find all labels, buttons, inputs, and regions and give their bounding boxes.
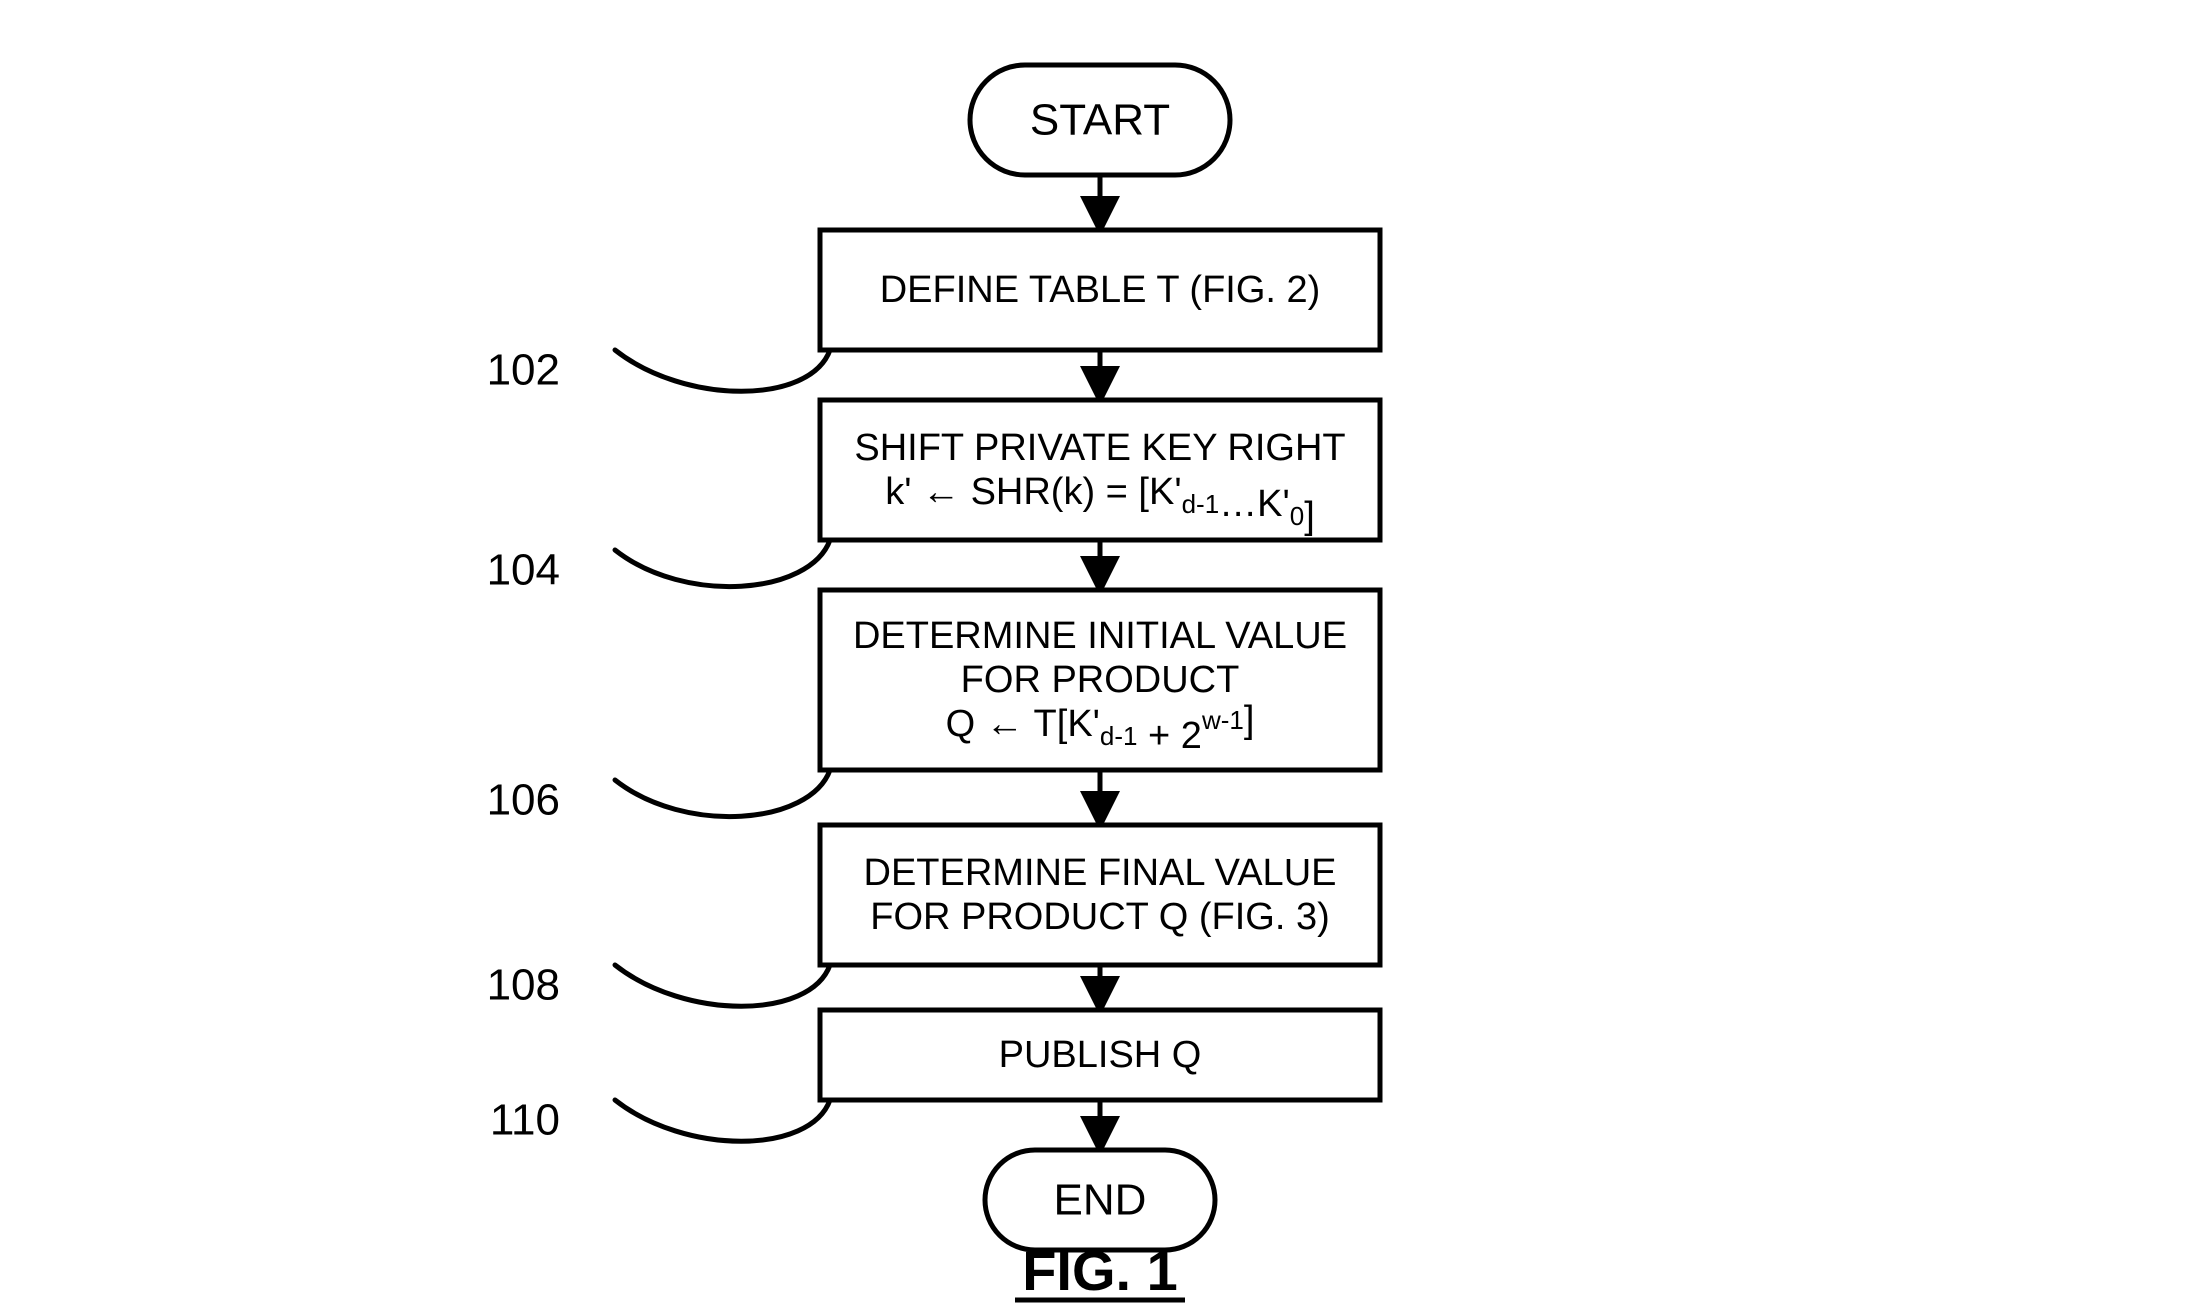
figure-label: FIG. 1 [1015,1239,1185,1302]
flowchart-fig-1: START DEFINE TABLE T (FIG. 2) SHIFT PRIVAT… [0,0,2186,1312]
terminator-label: START [1030,96,1170,145]
process-text-line: FOR PRODUCT Q (FIG. 3) [870,896,1330,938]
reference-numeral-104: 104 [487,546,560,595]
start-terminator: START [970,65,1230,175]
svg-text:FIG. 1: FIG. 1 [1022,1239,1178,1302]
leader-line [615,770,830,817]
process-text-line: DETERMINE INITIAL VALUE [853,615,1347,657]
end-terminator: END [985,1150,1215,1250]
reference-numeral-106: 106 [487,776,560,825]
reference-numeral-108: 108 [487,961,560,1010]
leader-line [615,1100,830,1141]
reference-numeral-102: 102 [487,346,560,395]
process-104: SHIFT PRIVATE KEY RIGHTk' ← SHR(k) = [K'… [615,400,1380,587]
process-text-line: SHIFT PRIVATE KEY RIGHT [854,427,1345,469]
process-text-line: FOR PRODUCT [961,659,1240,701]
process-text-line: DEFINE TABLE T (FIG. 2) [880,269,1321,311]
leader-line [615,350,830,391]
terminator-label: END [1054,1176,1147,1225]
leader-line [615,540,830,587]
reference-numeral-110: 110 [490,1096,560,1145]
process-108: DETERMINE FINAL VALUEFOR PRODUCT Q (FIG.… [615,825,1380,1006]
process-106: DETERMINE INITIAL VALUEFOR PRODUCTQ ← T[… [615,590,1380,817]
process-text-line: PUBLISH Q [999,1034,1202,1076]
process-110: PUBLISH Q [615,1010,1380,1141]
process-text-line: DETERMINE FINAL VALUE [864,852,1337,894]
leader-line [615,965,830,1006]
process-102: DEFINE TABLE T (FIG. 2) [615,230,1380,391]
